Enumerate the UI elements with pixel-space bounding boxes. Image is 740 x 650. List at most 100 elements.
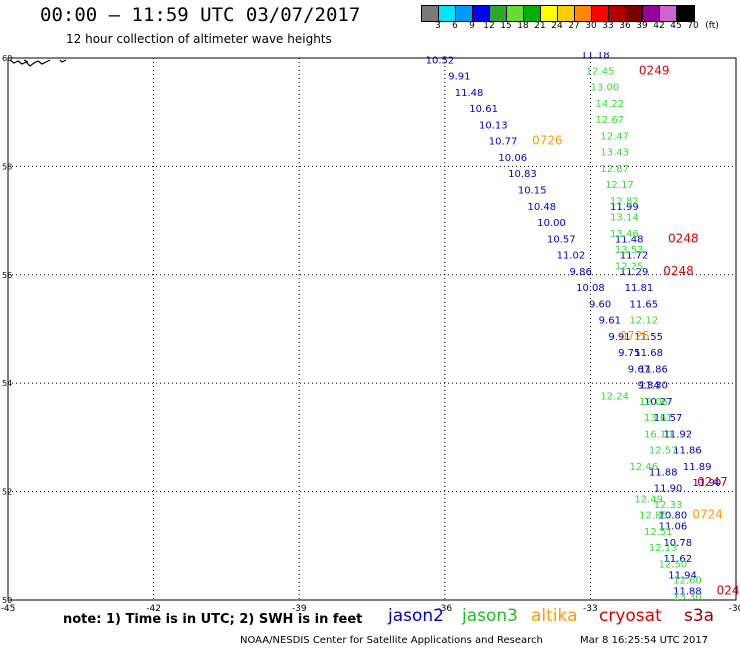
swh-label-jason2: 11.02 (557, 251, 586, 262)
colorbar-label: 6 (452, 21, 458, 31)
swh-label-jason2: 10.57 (547, 234, 576, 245)
swh-label-jason2: 9.91 (608, 332, 630, 343)
swh-label-jason3: 12.12 (629, 316, 658, 327)
swh-label-jason3: 13.46 (610, 229, 639, 240)
swh-label-jason3: 12.57 (649, 446, 678, 457)
swh-label-jason2: 11.62 (663, 554, 692, 565)
x-tick-label: -33 (583, 604, 598, 614)
colorbar-label: 45 (670, 21, 682, 31)
colorbar-swatch (626, 6, 643, 21)
legend-cryosat: cryosat (599, 606, 662, 626)
legend-s3a: s3a (684, 606, 715, 626)
swh-label-jason2: 11.90 (693, 478, 722, 489)
swh-label-jason2: 11.81 (625, 283, 654, 294)
swh-label-jason2: 10.15 (518, 186, 547, 197)
x-tick-label: -42 (146, 604, 161, 614)
swh-label-jason2: 11.92 (663, 429, 692, 440)
swh-label-jason2: 9.67 (628, 364, 650, 375)
pass-time-label: 0248 (663, 264, 694, 278)
swh-label-jason2: 11.99 (610, 202, 639, 213)
swh-label-jason3: 16.10 (644, 429, 673, 440)
map-title: 00:00 – 11:59 UTC 03/07/2017 (40, 4, 361, 26)
swh-label-jason3: 13.14 (610, 213, 639, 224)
y-tick-label: 58 (2, 162, 12, 171)
colorbar-swatch (473, 6, 490, 21)
swh-label-jason3: 12.60 (673, 576, 702, 587)
legend-altika: altika (531, 606, 578, 626)
swh-label-jason2: 9.61 (599, 316, 621, 327)
swh-label-jason2: 10.78 (663, 538, 692, 549)
y-tick-label: 60 (2, 54, 12, 63)
units-note: note: 1) Time is in UTC; 2) SWH is in fe… (63, 612, 363, 627)
colorbar-swatch (558, 6, 575, 21)
swh-label-jason3: 12.45 (586, 66, 615, 77)
swh-label-jason2: 11.65 (629, 299, 658, 310)
colorbar-swatch (575, 6, 592, 21)
colorbar-swatch (541, 6, 558, 21)
pass-time-label: 0725 (620, 329, 651, 343)
swh-label-jason2: 11.06 (659, 522, 688, 533)
swh-label-jason2: 10.06 (498, 153, 527, 164)
legend-jason3: jason3 (462, 606, 518, 626)
colorbar-swatch (609, 6, 626, 21)
colorbar-label: 9 (469, 21, 475, 31)
footer-timestamp: Mar 8 16:25:54 UTC 2017 (580, 635, 709, 646)
data-layer: 10.52 9.91 11.48 10.61 10.13 10.77 10.06 10.83 1… (426, 50, 740, 600)
swh-label-jason2: 11.88 (673, 587, 702, 598)
swh-label-jason2: 11.68 (634, 348, 663, 359)
swh-label-jason2: 11.48 (615, 234, 644, 245)
swh-label-jason3: 13.00 (591, 83, 620, 94)
swh-label-jason3: 12.06 (639, 397, 668, 408)
colorbar-label: 12 (483, 21, 495, 31)
swh-label-jason3: 12.24 (600, 391, 629, 402)
swh-label-jason2: 11.90 (654, 484, 683, 495)
colorbar-swatch (507, 6, 524, 21)
swh-label-jason2: 11.86 (639, 364, 668, 375)
colorbar-swatch (422, 6, 439, 21)
coastline (9, 59, 67, 67)
swh-label-jason3: 12.50 (659, 559, 688, 570)
wave-height-colorbar (421, 5, 695, 22)
swh-label-jason2: 10.77 (489, 137, 518, 148)
swh-label-jason2: 11.57 (654, 413, 683, 424)
colorbar-label: 33 (602, 21, 614, 31)
swh-label-jason3: 13.43 (600, 148, 629, 159)
y-tick-label: 52 (2, 488, 12, 497)
colorbar-label: 30 (585, 21, 597, 31)
swh-label-jason3: 12.82 (610, 196, 639, 207)
x-tick-label: -36 (437, 604, 452, 614)
swh-label-jason2: 10.52 (426, 55, 455, 66)
swh-label-jason2: 10.08 (576, 283, 605, 294)
y-tick-label: 56 (2, 271, 12, 280)
swh-label-jason2: 9.91 (448, 72, 470, 83)
colorbar-swatch (456, 6, 473, 21)
x-tick-label: -45 (1, 604, 16, 614)
pass-time-label: 0248 (668, 231, 699, 245)
swh-label-jason3: 13.61 (644, 413, 673, 424)
colorbar-swatch (643, 6, 660, 21)
swh-label-jason2: 11.86 (673, 446, 702, 457)
colorbar-swatch (660, 6, 677, 21)
swh-label-jason2: 11.89 (683, 462, 712, 473)
x-tick-label: -39 (292, 604, 307, 614)
swh-label-jason3: 14.22 (595, 99, 624, 110)
pass-time-label: 024 (717, 584, 740, 598)
colorbar-label: (ft) (705, 21, 719, 31)
swh-label-jason3: 12.17 (605, 180, 634, 191)
swh-label-jason2: 10.00 (537, 218, 566, 229)
swh-label-jason2: 11.72 (620, 251, 649, 262)
swh-label-jason2: 10.83 (508, 169, 537, 180)
colorbar-swatch (439, 6, 456, 21)
swh-label-jason3: 13.53 (615, 245, 644, 256)
swh-label-jason2: 10.13 (479, 120, 508, 131)
swh-label-jason2: 11.18 (581, 50, 610, 61)
footer-credit: NOAA/NESDIS Center for Satellite Applica… (240, 635, 543, 646)
swh-label-jason2: 10.61 (469, 104, 498, 115)
swh-label-jason2: 11.55 (634, 332, 663, 343)
swh-label-jason3: 12.85 (639, 511, 668, 522)
swh-label-jason2: 10.80 (659, 511, 688, 522)
x-tick-label: -30 (729, 604, 740, 614)
swh-label-jason2: 9.86 (570, 267, 592, 278)
pass-time-label: 0726 (532, 134, 563, 148)
swh-label-jason2: 10.48 (528, 202, 557, 213)
